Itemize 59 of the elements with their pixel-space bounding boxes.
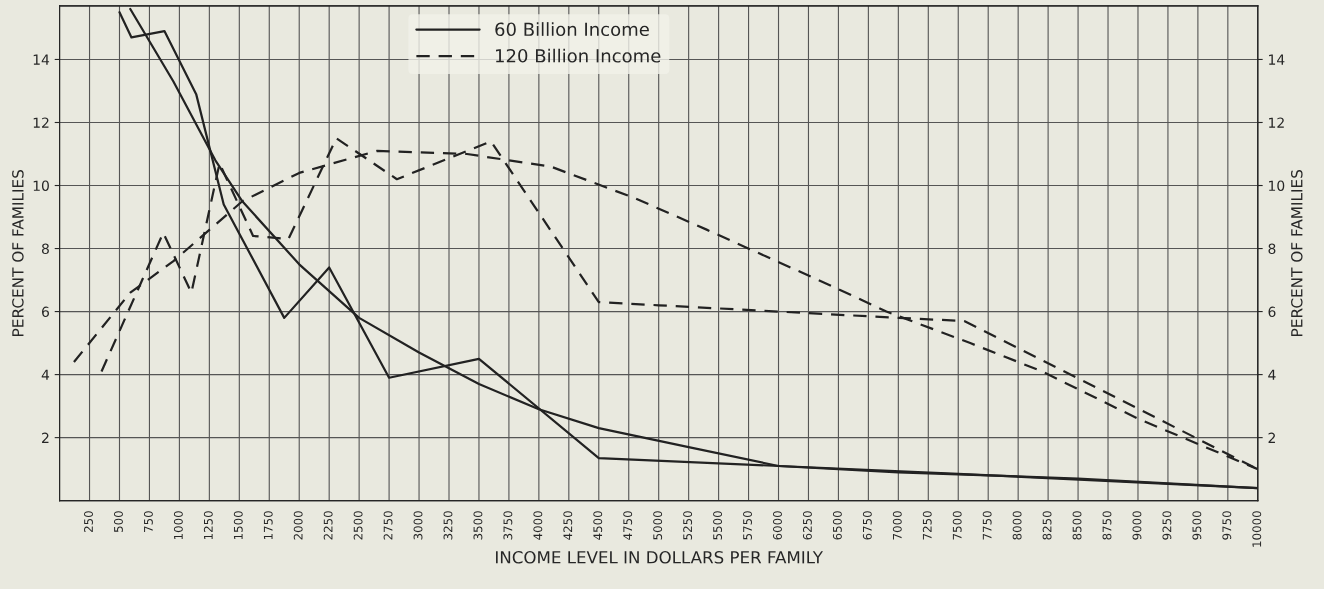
y-axis-title: PERCENT OF FAMILIES — [12, 170, 24, 336]
y-tick-label: 14 — [33, 54, 50, 65]
legend-label: 120 Billion Income — [496, 48, 661, 63]
x-tick-label: 7750 — [982, 511, 992, 540]
x-tick-label: 9750 — [1222, 511, 1232, 540]
x-tick-label: 250 — [84, 511, 93, 533]
x-tick-label: 5000 — [653, 511, 663, 540]
x-tick-label: 5250 — [683, 511, 693, 540]
x-tick-label: 750 — [143, 511, 153, 532]
x-tick-label: 4500 — [593, 511, 603, 540]
y2-tick-label: 8 — [1268, 243, 1276, 255]
x-tick-label: 7500 — [952, 511, 962, 540]
y2-axis-title: PERCENT OF FAMILIES — [1291, 170, 1303, 336]
x-tick-label: 2250 — [323, 511, 333, 540]
y-tick-label: 10 — [33, 180, 49, 191]
y2-tick-label: 14 — [1269, 54, 1285, 65]
x-tick-label: 500 — [113, 511, 123, 532]
x-tick-label: 4000 — [533, 511, 543, 540]
x-axis-title: INCOME LEVEL IN DOLLARS PER FAMILY — [496, 551, 824, 564]
x-tick-label: 2750 — [383, 511, 393, 540]
y2-tick-label: 12 — [1269, 117, 1284, 128]
x-tick-label: 7250 — [922, 511, 932, 540]
x-tick-label: 6750 — [862, 511, 872, 540]
x-tick-label: 3750 — [503, 511, 513, 540]
x-tick-label: 1000 — [173, 511, 183, 540]
x-tick-label: 1750 — [263, 511, 273, 540]
x-tick-label: 7000 — [892, 511, 902, 540]
x-tick-label: 1500 — [233, 511, 243, 540]
x-tick-label: 9500 — [1192, 511, 1202, 540]
x-tick-label: 6250 — [802, 511, 812, 540]
x-tick-label: 3250 — [443, 511, 453, 540]
y2-tick-label: 2 — [1268, 432, 1275, 443]
x-tick-label: 6000 — [773, 511, 782, 540]
x-tick-label: 8500 — [1072, 511, 1082, 540]
y-tick-label: 2 — [42, 432, 49, 443]
legend-label: 60 Billion Income — [495, 22, 649, 37]
y-tick-label: 4 — [41, 369, 50, 380]
y2-tick-label: 6 — [1268, 306, 1276, 318]
x-tick-label: 8750 — [1102, 511, 1112, 540]
x-tick-label: 5750 — [743, 511, 752, 540]
x-tick-label: 3500 — [473, 511, 483, 540]
x-tick-label: 10000 — [1252, 511, 1262, 547]
x-tick-label: 3000 — [413, 511, 423, 540]
x-tick-label: 4750 — [623, 511, 633, 540]
x-tick-label: 8000 — [1012, 511, 1022, 540]
x-tick-label: 9250 — [1162, 511, 1172, 540]
x-tick-label: 8250 — [1042, 511, 1052, 540]
y2-tick-label: 4 — [1268, 369, 1276, 380]
x-tick-label: 4250 — [563, 511, 573, 540]
x-tick-label: 6500 — [832, 511, 842, 540]
x-tick-label: 5500 — [713, 511, 723, 540]
x-tick-label: 2500 — [353, 511, 363, 540]
y-tick-label: 8 — [41, 243, 49, 255]
x-tick-label: 2000 — [293, 511, 303, 540]
y-tick-label: 12 — [33, 117, 49, 128]
y2-tick-label: 10 — [1269, 180, 1285, 191]
y-tick-label: 6 — [41, 306, 49, 318]
x-tick-label: 9000 — [1132, 511, 1142, 540]
x-tick-label: 1250 — [203, 511, 213, 540]
